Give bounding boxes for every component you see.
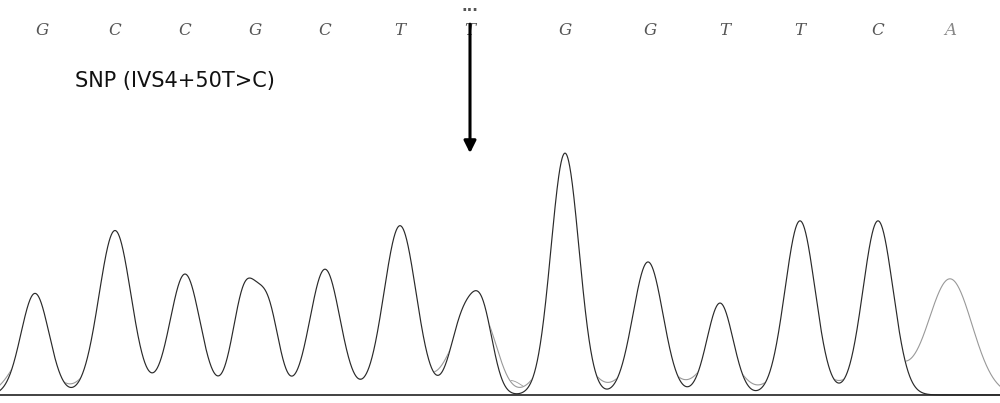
Text: ···: ··· — [462, 2, 478, 18]
Text: C: C — [109, 22, 121, 39]
Text: T: T — [464, 22, 476, 39]
Text: SNP (IVS4+50T>C): SNP (IVS4+50T>C) — [75, 71, 275, 91]
Text: T: T — [719, 22, 731, 39]
Text: G: G — [35, 22, 49, 39]
Text: G: G — [643, 22, 657, 39]
Text: C: C — [319, 22, 331, 39]
Text: C: C — [872, 22, 884, 39]
Text: A: A — [944, 22, 956, 39]
Text: T: T — [794, 22, 806, 39]
Text: T: T — [394, 22, 406, 39]
Text: C: C — [179, 22, 191, 39]
Text: G: G — [558, 22, 572, 39]
Text: G: G — [248, 22, 262, 39]
